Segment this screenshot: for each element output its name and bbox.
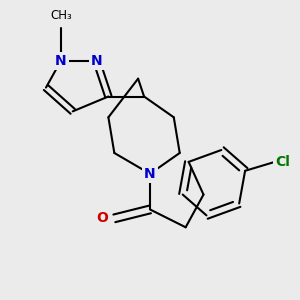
Text: N: N bbox=[144, 167, 156, 181]
Text: O: O bbox=[97, 212, 108, 225]
Text: N: N bbox=[91, 54, 102, 68]
Text: CH₃: CH₃ bbox=[50, 9, 72, 22]
Text: Cl: Cl bbox=[275, 155, 290, 169]
Text: N: N bbox=[55, 54, 67, 68]
